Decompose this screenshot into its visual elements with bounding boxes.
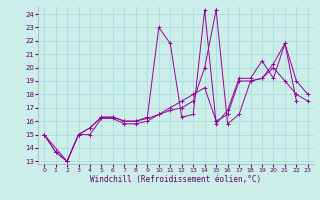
- X-axis label: Windchill (Refroidissement éolien,°C): Windchill (Refroidissement éolien,°C): [91, 175, 261, 184]
